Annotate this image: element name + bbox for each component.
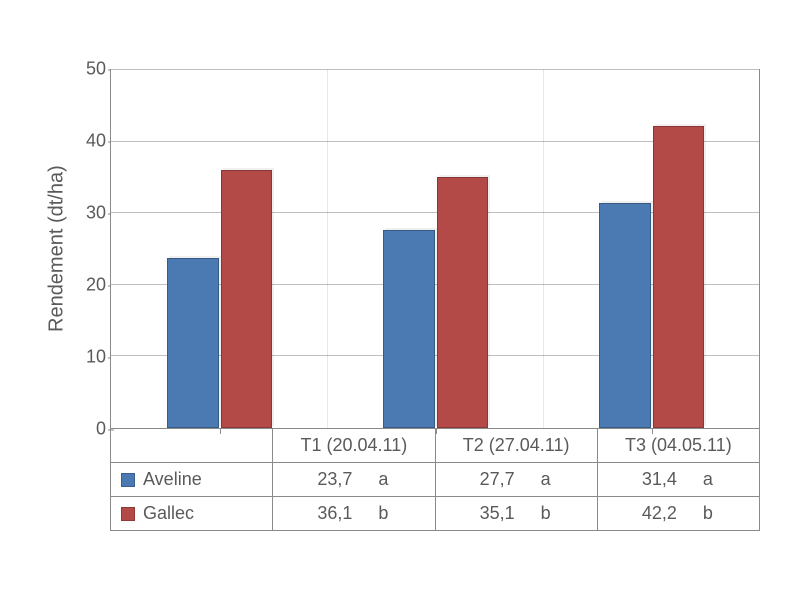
significance-letter: b	[703, 503, 715, 524]
y-axis: 01020304050	[70, 69, 110, 429]
value: 31,4	[642, 469, 677, 490]
bar	[653, 126, 705, 428]
legend-label: Gallec	[143, 503, 194, 523]
table-corner	[111, 429, 273, 463]
value: 42,2	[642, 503, 677, 524]
significance-letter: a	[541, 469, 553, 490]
y-tick-label: 30	[86, 203, 106, 224]
y-axis-label: Rendement (dt/ha)	[40, 69, 70, 429]
table-cell: 35,1 b	[435, 497, 597, 531]
y-tick-label: 0	[96, 419, 106, 440]
category-label: T1 (20.04.11)	[273, 429, 435, 463]
bar	[383, 230, 435, 428]
bar-group	[327, 70, 543, 428]
table-cell: 23,7 a	[273, 463, 435, 497]
bar-group	[543, 70, 759, 428]
bar-groups	[111, 70, 759, 428]
bar	[167, 258, 219, 428]
category-label: T3 (04.05.11)	[597, 429, 759, 463]
table-cell: 31,4 a	[597, 463, 759, 497]
bar	[221, 170, 273, 428]
data-table: T1 (20.04.11)T2 (27.04.11)T3 (04.05.11) A…	[110, 429, 760, 531]
legend-label: Aveline	[143, 469, 202, 489]
bar-group	[111, 70, 327, 428]
table-cell: 36,1 b	[273, 497, 435, 531]
category-label: T2 (27.04.11)	[435, 429, 597, 463]
y-tick-label: 40	[86, 131, 106, 152]
significance-letter: b	[541, 503, 553, 524]
y-tick-label: 10	[86, 347, 106, 368]
plot-area	[110, 69, 760, 429]
value: 27,7	[480, 469, 515, 490]
y-tick-label: 20	[86, 275, 106, 296]
legend-swatch	[121, 473, 135, 487]
bar	[599, 203, 651, 428]
value: 35,1	[480, 503, 515, 524]
legend-item: Gallec	[111, 497, 273, 531]
value: 36,1	[317, 503, 352, 524]
legend-swatch	[121, 507, 135, 521]
legend-item: Aveline	[111, 463, 273, 497]
significance-letter: a	[703, 469, 715, 490]
table-cell: 42,2 b	[597, 497, 759, 531]
bar	[437, 177, 489, 428]
chart-container: Rendement (dt/ha) 01020304050 T1 (20.04.…	[40, 69, 760, 531]
significance-letter: a	[378, 469, 390, 490]
plot-row: Rendement (dt/ha) 01020304050	[40, 69, 760, 429]
significance-letter: b	[378, 503, 390, 524]
y-tick-label: 50	[86, 59, 106, 80]
value: 23,7	[317, 469, 352, 490]
table-cell: 27,7 a	[435, 463, 597, 497]
